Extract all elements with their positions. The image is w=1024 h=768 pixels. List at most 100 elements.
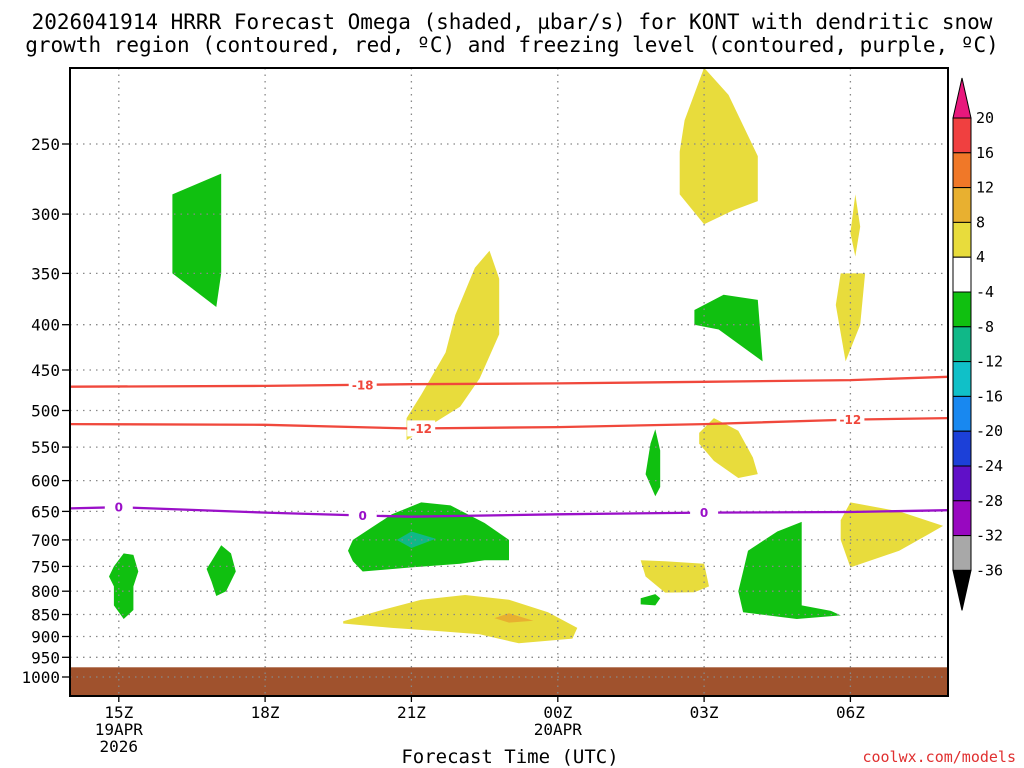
colorbar-swatch-2 — [952, 152, 972, 189]
y-tick-label-650: 650 — [31, 502, 60, 521]
plot-frame — [69, 67, 949, 697]
colorbar-swatch-5 — [952, 256, 972, 293]
chart-title-line2: growth region (contoured, red, ºC) and f… — [25, 33, 999, 57]
downward-cell-7 — [640, 560, 709, 593]
upward-cell-7 — [640, 594, 661, 606]
downward-cell-2 — [343, 595, 578, 644]
colorbar-swatch-9 — [952, 395, 972, 432]
colorbar-label-9: -20 — [976, 422, 1003, 440]
y-tick-label-600: 600 — [31, 472, 60, 491]
x-tick-label-27-0: 03Z — [690, 703, 719, 722]
ground-layer — [70, 667, 948, 696]
colorbar-label-4: 4 — [976, 248, 985, 266]
y-tick-label-800: 800 — [31, 582, 60, 601]
y-tick-label-850: 850 — [31, 606, 60, 625]
colorbar-label-11: -28 — [976, 492, 1003, 510]
colorbar-label-3: 8 — [976, 213, 985, 231]
colorbar-swatch-4 — [952, 221, 972, 258]
colorbar-label-13: -36 — [976, 561, 1003, 579]
dgz-bottom-line — [69, 416, 949, 430]
colorbar-label-2: 12 — [976, 179, 994, 197]
dgz-bottom-label-bg-0 — [836, 411, 865, 428]
colorbar-label-8: -16 — [976, 387, 1003, 405]
x-axis-label: Forecast Time (UTC) — [401, 746, 619, 768]
y-tick-label-700: 700 — [31, 531, 60, 550]
temperature-contours: -18 -12 -12 0 0 0 — [69, 375, 949, 524]
upward-cell-5 — [694, 294, 763, 362]
colorbar-label-7: -12 — [976, 353, 1003, 371]
ground-fill — [70, 667, 948, 696]
colorbar-swatch-12 — [952, 500, 972, 537]
dgz-bottom-label-1: -12 — [410, 422, 432, 436]
y-tick-label-500: 500 — [31, 402, 60, 421]
x-tick-label-18-0: 18Z — [251, 703, 280, 722]
downward-cell-6 — [699, 418, 758, 478]
colorbar-swatch-7 — [952, 326, 972, 363]
x-tick-label-24-1: 20APR — [534, 720, 583, 739]
chart-title-line1: 2026041914 HRRR Forecast Omega (shaded, … — [31, 10, 993, 34]
y-tick-label-450: 450 — [31, 361, 60, 380]
upward-cell-3 — [172, 173, 222, 307]
x-tick-label-15-2: 2026 — [100, 737, 139, 756]
colorbar-label-6: -8 — [976, 318, 994, 336]
colorbar-swatch-10 — [952, 430, 972, 467]
colorbar-swatch-11 — [952, 465, 972, 502]
colorbar-label-5: -4 — [976, 283, 994, 301]
colorbar-label-12: -32 — [976, 527, 1003, 545]
freezing-level-label-bg-2 — [690, 504, 719, 521]
upward-cell-1 — [109, 553, 139, 619]
colorbar-swatch-6 — [952, 291, 972, 328]
freezing-level-label-bg-1 — [348, 507, 377, 524]
upward-cell-6 — [738, 521, 841, 619]
downward-core-2 — [494, 613, 534, 623]
y-tick-label-400: 400 — [31, 316, 60, 335]
freezing-level-line — [69, 506, 949, 518]
colorbar-swatch-3 — [952, 187, 972, 223]
freezing-level-label-1: 0 — [359, 509, 367, 523]
dgz-top-label-0: -18 — [352, 378, 374, 392]
y-tick-label-300: 300 — [31, 205, 60, 224]
downward-cell-4 — [835, 273, 866, 362]
dgz-top-label-bg-0 — [348, 376, 377, 393]
downward-cell-3 — [679, 67, 758, 225]
colorbar-swatch-13 — [952, 535, 972, 571]
omega-colorbar: 20 16 12 8 4 -4 -8 -12 -16 -20 -24 -28 -32 -36 — [952, 77, 1003, 611]
y-tick-label-900: 900 — [31, 628, 60, 647]
colorbar-bottom-arrow — [952, 569, 972, 611]
y-tick-label-1000: 1000 — [21, 668, 60, 687]
colorbar-label-10: -24 — [976, 457, 1003, 475]
x-tick-label-21-0: 21Z — [397, 703, 426, 722]
downward-cell-8 — [840, 502, 944, 568]
x-tick-label-30-0: 06Z — [836, 703, 865, 722]
x-tick-label-24-0: 00Z — [543, 703, 572, 722]
downward-cell-1 — [406, 250, 500, 441]
dgz-top-line — [69, 375, 949, 388]
freezing-level-label-bg-0 — [104, 499, 133, 516]
freezing-level-label-2: 0 — [700, 506, 708, 520]
colorbar-swatch-8 — [952, 361, 972, 397]
y-tick-label-750: 750 — [31, 557, 60, 576]
x-tick-label-15-0: 15Z — [104, 703, 133, 722]
upward-cell-2 — [206, 545, 236, 596]
pressure-axis: 250 300 350 400 450 500 550 600 650 700 750 800 850 9… — [21, 135, 70, 687]
x-tick-label-15-1: 19APR — [95, 720, 144, 739]
y-tick-label-250: 250 — [31, 135, 60, 154]
colorbar-swatch-1 — [952, 117, 972, 154]
upward-cell-8 — [645, 429, 661, 497]
y-tick-label-950: 950 — [31, 648, 60, 667]
dgz-bottom-label-bg-1 — [407, 420, 436, 437]
y-tick-label-550: 550 — [31, 438, 60, 457]
colorbar-label-1: 16 — [976, 144, 994, 162]
site-credit: coolwx.com/models — [862, 748, 1016, 766]
colorbar-top-arrow — [952, 77, 972, 119]
upward-core-4 — [396, 531, 436, 548]
downward-cell-5 — [850, 194, 861, 257]
chart-gridlines — [70, 68, 948, 696]
dgz-bottom-label-0: -12 — [840, 413, 862, 427]
omega-shaded-regions — [109, 67, 944, 644]
freezing-level-label-0: 0 — [115, 501, 123, 515]
colorbar-label-0: 20 — [976, 109, 994, 127]
y-tick-label-350: 350 — [31, 264, 60, 283]
